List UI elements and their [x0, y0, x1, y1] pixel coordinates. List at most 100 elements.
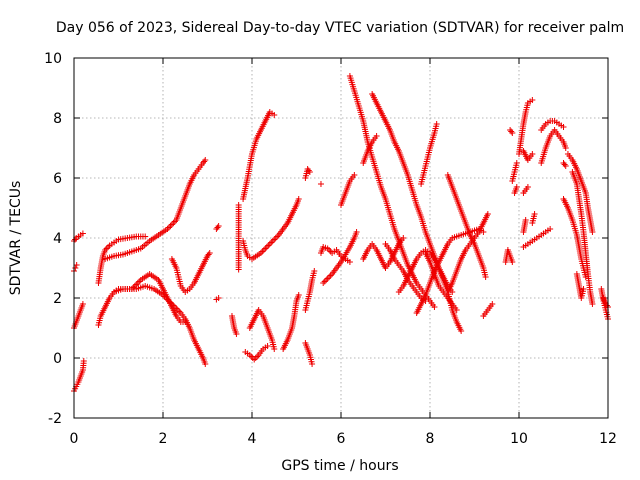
data-point	[513, 184, 520, 190]
data-point	[251, 356, 258, 363]
data-point	[271, 346, 278, 352]
data-points	[71, 73, 611, 394]
series-arc-g	[95, 283, 209, 367]
data-point	[136, 278, 143, 285]
data-point	[142, 233, 149, 240]
data-point	[320, 280, 327, 286]
data-point	[295, 196, 302, 202]
series-arc-j	[213, 295, 222, 303]
y-tick-label: 6	[53, 171, 62, 187]
data-point	[351, 172, 358, 178]
series-arc-l	[228, 313, 240, 337]
series-arc-q	[242, 343, 271, 363]
data-point	[170, 220, 177, 226]
data-point	[560, 124, 567, 130]
x-tick-label: 12	[599, 431, 617, 447]
series-arc-an	[509, 160, 520, 184]
data-point	[168, 221, 175, 228]
series-arc-aw	[538, 118, 567, 133]
data-point	[264, 343, 271, 349]
data-point	[531, 211, 538, 217]
series-arc-ar	[520, 184, 531, 196]
series-arc-ba	[569, 169, 596, 307]
series-arc-y	[338, 172, 358, 208]
data-point	[215, 295, 222, 301]
data-point	[509, 259, 516, 265]
data-point	[182, 319, 189, 325]
data-point	[311, 268, 318, 274]
data-point	[529, 151, 536, 157]
series-arc-ad	[382, 241, 429, 304]
data-point	[453, 307, 460, 313]
series-arc-ak	[480, 301, 496, 319]
data-point	[235, 266, 242, 273]
series-arc-ac	[360, 235, 407, 271]
series-arc-ah	[422, 250, 460, 313]
data-point	[80, 358, 87, 364]
data-point	[254, 353, 261, 360]
data-point	[529, 97, 536, 103]
data-point	[134, 280, 141, 286]
series-arc-n	[240, 196, 302, 262]
series-arc-e	[95, 233, 149, 286]
data-point	[489, 301, 496, 307]
series-arc-av	[538, 127, 569, 166]
data-point	[73, 262, 80, 268]
data-point	[233, 331, 240, 337]
chart-title: Day 056 of 2023, Sidereal Day-to-day VTE…	[56, 20, 624, 36]
series-arc-ap	[516, 97, 536, 157]
series-arc-o	[240, 109, 278, 202]
series-arc-b	[71, 262, 80, 274]
y-tick-label: 0	[53, 351, 62, 367]
data-point	[269, 238, 276, 244]
series-arc-at	[520, 226, 554, 250]
series-arc-aj	[444, 211, 491, 295]
data-point	[167, 223, 174, 229]
series-arc-u	[302, 166, 313, 181]
y-axis-label: SDTVAR / TECUs	[8, 181, 24, 296]
data-point	[72, 265, 79, 271]
data-point	[326, 274, 333, 280]
data-point	[271, 236, 278, 243]
series-arc-bb	[573, 271, 587, 301]
data-point	[323, 277, 330, 283]
y-tick-label: 4	[53, 231, 62, 247]
data-point	[72, 236, 79, 243]
data-point	[324, 275, 331, 282]
data-point	[508, 128, 515, 135]
series-arc-al	[502, 247, 516, 265]
data-point	[562, 145, 569, 151]
data-point	[165, 224, 172, 231]
data-point	[321, 278, 328, 285]
series-arc-z	[346, 73, 438, 310]
series-arc-am	[507, 127, 516, 136]
data-point	[295, 292, 302, 298]
data-point	[482, 274, 489, 280]
y-tick-label: 2	[53, 291, 62, 307]
series-arc-aq	[520, 148, 536, 163]
data-point	[79, 230, 86, 237]
data-point	[309, 361, 316, 367]
plot-frame	[73, 57, 609, 419]
series-arc-h	[111, 271, 189, 325]
tick-layer: 0 2 4 6 8 10 12 -2 0 2 4 6 8 10	[44, 51, 617, 447]
x-tick-label: 6	[337, 431, 346, 447]
x-tick-label: 0	[70, 431, 79, 447]
y-tick-label: 10	[44, 51, 62, 67]
x-tick-label: 4	[248, 431, 257, 447]
data-point	[547, 226, 554, 232]
data-point	[268, 239, 275, 246]
data-point	[353, 229, 360, 235]
data-point	[176, 308, 183, 315]
series-arc-w	[317, 244, 353, 265]
series-arc-ax	[560, 160, 569, 169]
data-point	[274, 233, 281, 240]
series-arc-k	[213, 223, 222, 232]
series-arc-ao	[511, 184, 520, 196]
data-point	[206, 250, 213, 256]
y-tick-label: -2	[48, 411, 62, 427]
series-arc-f	[102, 157, 209, 262]
data-point	[202, 361, 209, 367]
series-arc-ay	[560, 196, 589, 280]
data-point	[317, 181, 324, 187]
